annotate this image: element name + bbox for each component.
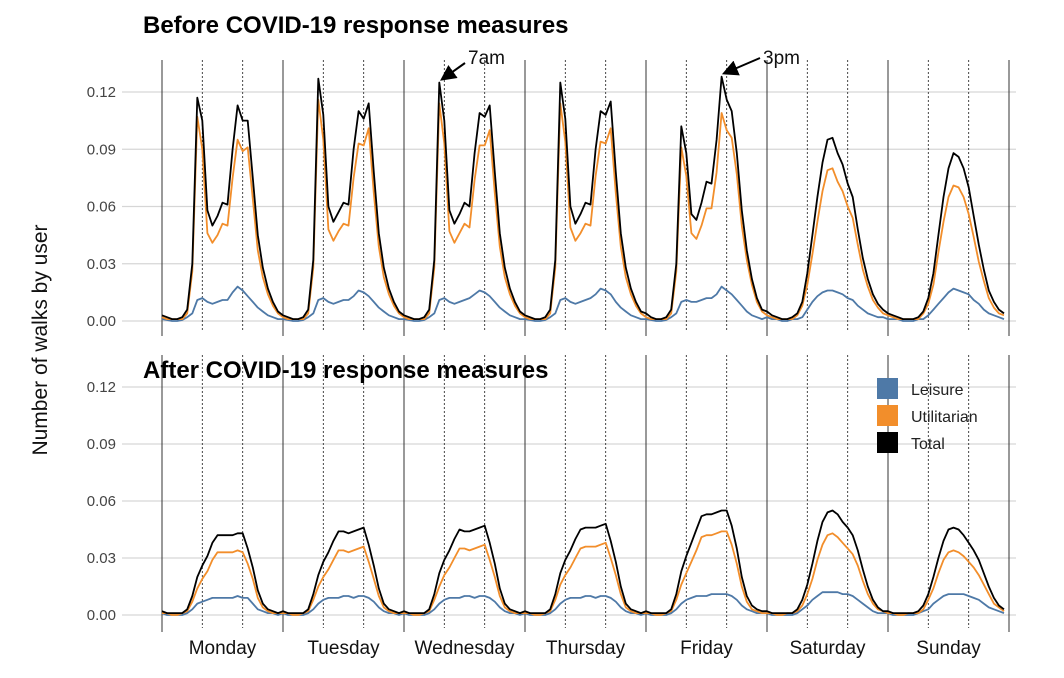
y-tick-label: 0.09 [87, 141, 116, 158]
y-tick-label: 0.06 [87, 199, 116, 216]
series-line-total [161, 75, 1005, 321]
x-tick-label-thursday: Thursday [546, 638, 626, 659]
y-tick-label: 0.12 [87, 379, 116, 396]
x-tick-label-saturday: Saturday [789, 638, 866, 659]
series-line-leisure [161, 591, 1005, 616]
legend-swatch-utilitarian [877, 405, 898, 426]
x-tick-label-friday: Friday [680, 638, 733, 659]
y-tick-label: 0.09 [87, 436, 116, 453]
series-line-utilitarian [161, 98, 1005, 321]
panel-title-after: After COVID-19 response measures [143, 357, 549, 384]
y-tick-label: 0.03 [87, 256, 116, 273]
annotation-7am: 7am [468, 48, 505, 69]
legend-label-total: Total [911, 436, 945, 453]
x-tick-label-wednesday: Wednesday [415, 638, 515, 659]
panel-title-before: Before COVID-19 response measures [143, 12, 569, 39]
legend: Leisure Utilitarian Total [877, 378, 978, 453]
y-tick-label: 0.12 [87, 84, 116, 101]
panel-after: 0.00 0.03 0.06 0.09 0.12 [87, 355, 1016, 632]
y-tick-label: 0.00 [87, 607, 116, 624]
series-line-leisure [161, 285, 1005, 322]
legend-label-leisure: Leisure [911, 382, 964, 399]
annotation-arrow [721, 57, 761, 76]
legend-swatch-leisure [877, 378, 898, 399]
panel-before: 0.00 0.03 0.06 0.09 0.12 [87, 60, 1016, 336]
x-tick-label-monday: Monday [189, 638, 257, 659]
annotation-3pm: 3pm [763, 48, 800, 69]
series-line-total [161, 509, 1005, 614]
x-tick-label-sunday: Sunday [916, 638, 981, 659]
annotation-arrow [440, 62, 466, 81]
y-tick-label: 0.00 [87, 313, 116, 330]
legend-label-utilitarian: Utilitarian [911, 409, 978, 426]
y-tick-label: 0.03 [87, 550, 116, 567]
y-axis-label: Number of walks by user [29, 224, 52, 455]
y-tick-label: 0.06 [87, 493, 116, 510]
series-line-utilitarian [162, 530, 1005, 616]
x-tick-label-tuesday: Tuesday [307, 638, 380, 659]
legend-swatch-total [877, 432, 898, 453]
